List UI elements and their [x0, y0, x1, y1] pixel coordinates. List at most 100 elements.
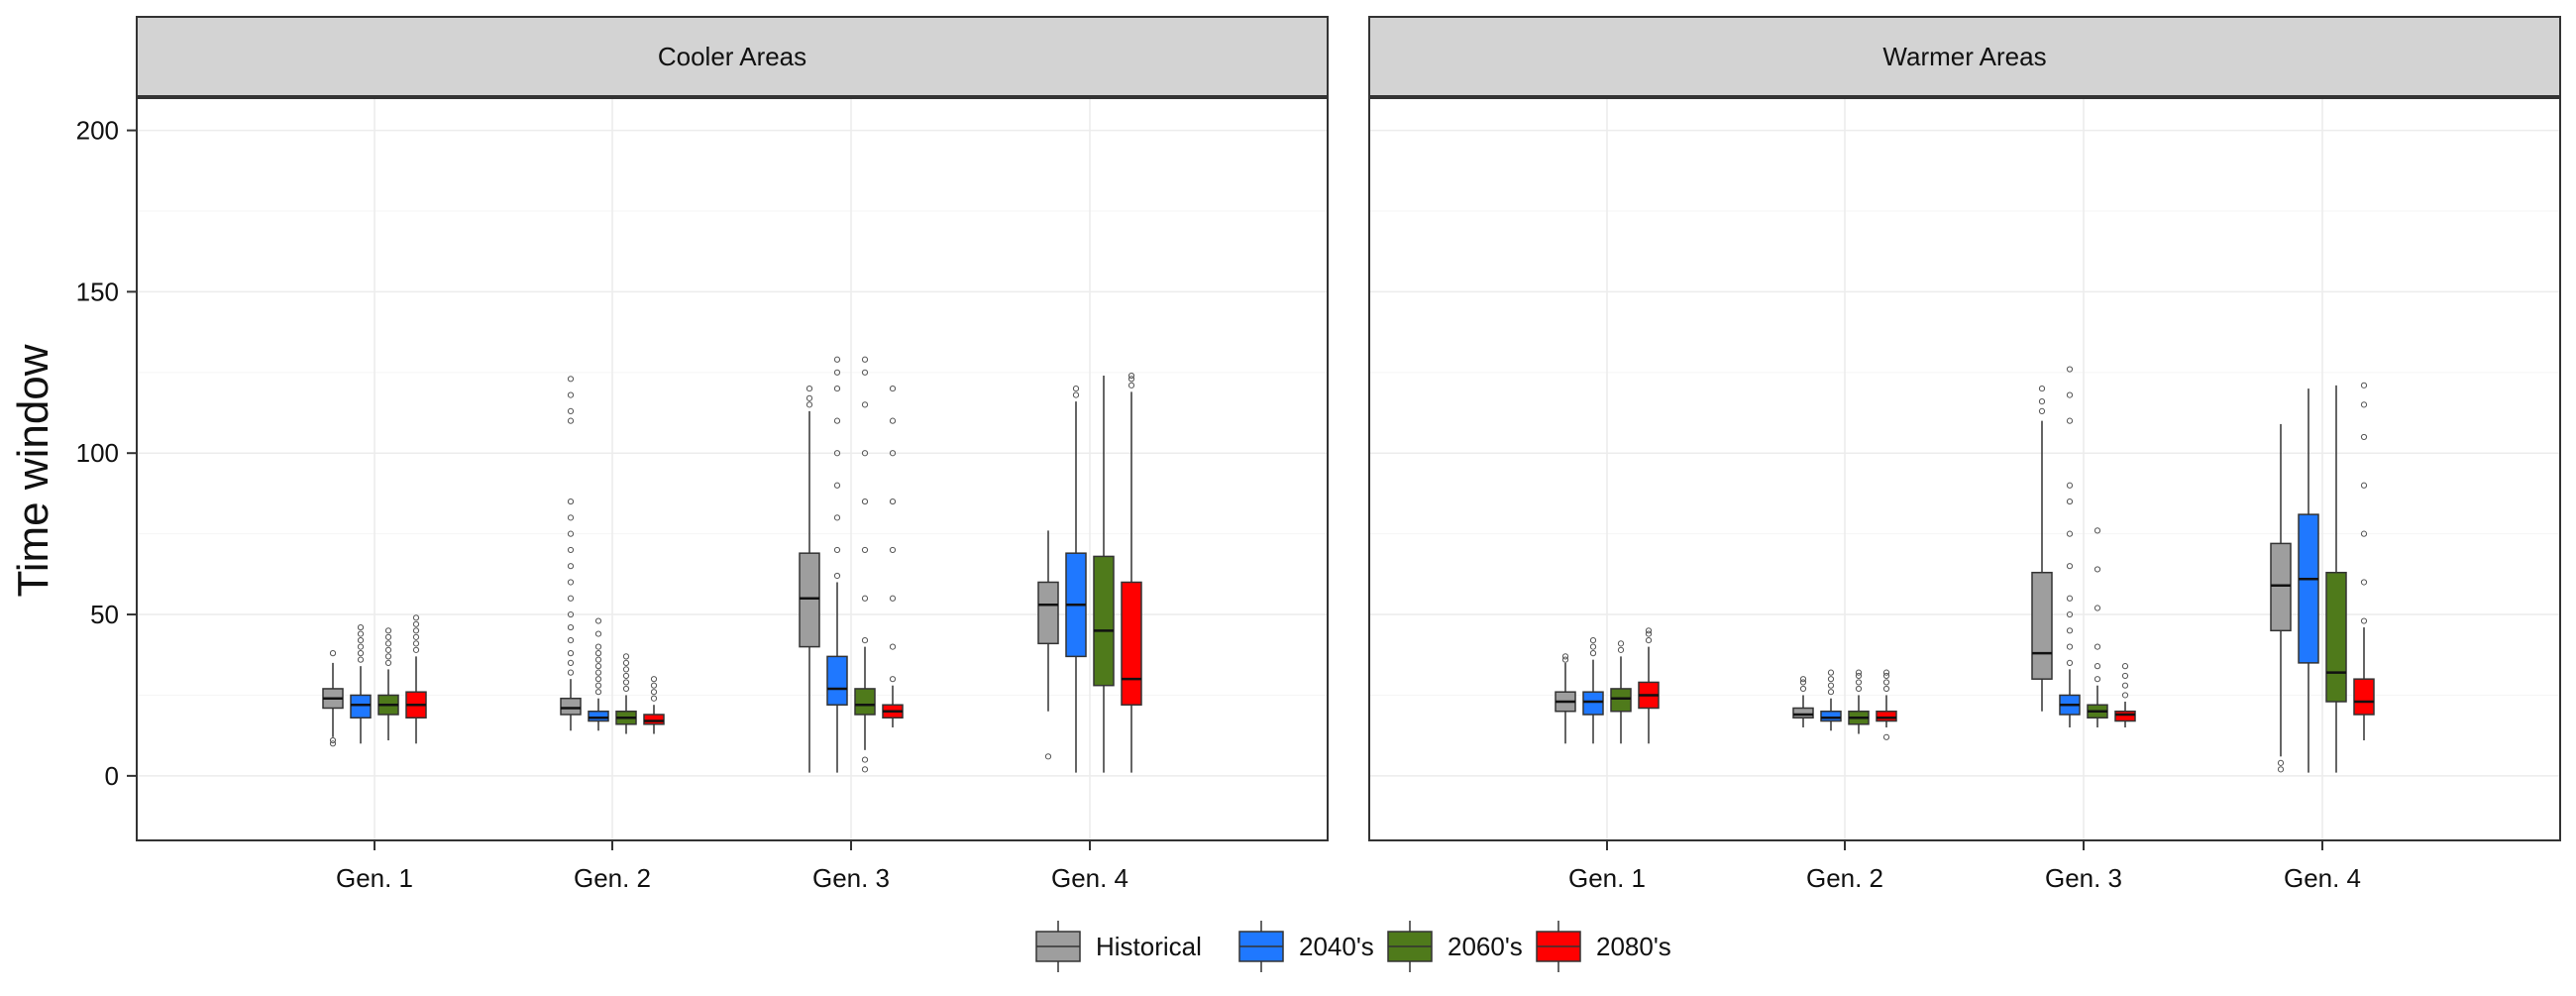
x-tick-label: Gen. 4 — [1051, 863, 1128, 893]
outlier-point — [622, 666, 630, 673]
box-2080s-gen4 — [1121, 372, 1142, 773]
box-2040s-gen4 — [2298, 388, 2319, 773]
outlier-point — [805, 394, 813, 401]
panel-title: Warmer Areas — [1882, 42, 2046, 71]
legend-item: 2040's — [1238, 921, 1374, 972]
outlier-point — [567, 659, 575, 666]
outlier-point — [2360, 579, 2368, 586]
outlier-point — [1127, 382, 1135, 388]
box-2040s-gen1 — [1582, 636, 1604, 744]
outlier-point — [2360, 530, 2368, 537]
legend-label: 2080's — [1596, 932, 1671, 961]
outlier-point — [1882, 685, 1890, 693]
box-iqr — [2031, 571, 2053, 680]
outlier-point — [567, 407, 575, 414]
outlier-point — [861, 636, 869, 644]
y-axis: 0 50 100 150 200 — [76, 116, 137, 791]
outlier-point — [650, 695, 658, 702]
outlier-point — [2066, 366, 2074, 373]
outlier-point — [1589, 643, 1597, 650]
outlier-point — [2093, 663, 2101, 670]
box-2060s-gen4 — [2325, 385, 2347, 773]
y-tick-label: 0 — [105, 761, 119, 791]
outlier-point — [2066, 417, 2074, 424]
y-tick-label: 50 — [90, 600, 119, 629]
outlier-point — [594, 650, 602, 657]
box-iqr — [560, 697, 582, 716]
outlier-point — [384, 653, 392, 660]
outlier-point — [1645, 636, 1653, 644]
outlier-point — [2121, 663, 2129, 670]
outlier-point — [889, 643, 897, 650]
outlier-point — [622, 659, 630, 666]
outlier-point — [594, 689, 602, 696]
gridlines — [137, 98, 1328, 840]
outlier-point — [329, 740, 337, 747]
outlier-point — [567, 514, 575, 521]
outlier-point — [833, 385, 841, 392]
legend-label: 2060's — [1448, 932, 1523, 961]
box-iqr — [350, 694, 372, 719]
outlier-point — [1827, 676, 1835, 683]
outlier-point — [622, 679, 630, 686]
outlier-point — [1561, 653, 1569, 660]
outlier-point — [567, 563, 575, 570]
y-tick-label: 100 — [76, 438, 119, 468]
outlier-point — [567, 498, 575, 505]
outlier-point — [2277, 759, 2285, 766]
outlier-point — [567, 530, 575, 537]
legend-item: 2060's — [1387, 921, 1523, 972]
outlier-point — [2066, 595, 2074, 602]
outlier-point — [2066, 610, 2074, 618]
outlier-point — [2066, 498, 2074, 505]
outlier-point — [889, 450, 897, 457]
outlier-point — [2066, 627, 2074, 634]
outlier-point — [622, 653, 630, 660]
outlier-point — [567, 391, 575, 398]
box-iqr — [854, 688, 876, 716]
outlier-point — [1072, 385, 1080, 392]
box-iqr — [643, 714, 665, 725]
outlier-point — [567, 595, 575, 602]
outlier-point — [2066, 530, 2074, 537]
panel-2: Warmer Areas Gen. 1 Gen. 2 Gen. 3 Gen. 4 — [1368, 16, 2561, 893]
box-historical-gen3 — [2031, 385, 2053, 712]
outlier-point — [1617, 640, 1625, 647]
box-2080s-gen1 — [405, 614, 427, 744]
panel-border — [136, 97, 1329, 841]
outlier-point — [594, 669, 602, 676]
box-iqr — [588, 710, 609, 722]
panel-border — [1368, 97, 2561, 841]
outlier-point — [650, 676, 658, 683]
outlier-point — [384, 633, 392, 640]
outlier-point — [412, 633, 420, 640]
outlier-point — [889, 385, 897, 392]
outlier-point — [1827, 689, 1835, 696]
outlier-point — [2277, 766, 2285, 773]
outlier-point — [329, 736, 337, 744]
outlier-point — [384, 659, 392, 666]
outlier-point — [2360, 482, 2368, 489]
box-2080s-gen4 — [2353, 382, 2375, 741]
outlier-point — [889, 417, 897, 424]
outlier-point — [861, 766, 869, 773]
outlier-point — [889, 498, 897, 505]
outlier-point — [1127, 372, 1135, 380]
outlier-point — [2038, 398, 2046, 405]
outlier-point — [384, 646, 392, 653]
outlier-point — [889, 676, 897, 683]
outlier-point — [833, 356, 841, 363]
box-iqr — [1093, 555, 1115, 687]
outlier-point — [594, 630, 602, 637]
outlier-point — [2093, 643, 2101, 650]
outlier-point — [567, 610, 575, 618]
box-2040s-gen2 — [1820, 669, 1842, 731]
box-2040s-gen4 — [1065, 385, 1087, 773]
box-historical-gen1 — [1555, 653, 1576, 744]
x-tick-label: Gen. 1 — [1568, 863, 1646, 893]
box-2060s-gen2 — [1848, 669, 1870, 734]
box-historical-gen1 — [322, 650, 344, 747]
x-tick-label: Gen. 3 — [812, 863, 890, 893]
outlier-point — [412, 627, 420, 634]
outlier-point — [833, 572, 841, 580]
